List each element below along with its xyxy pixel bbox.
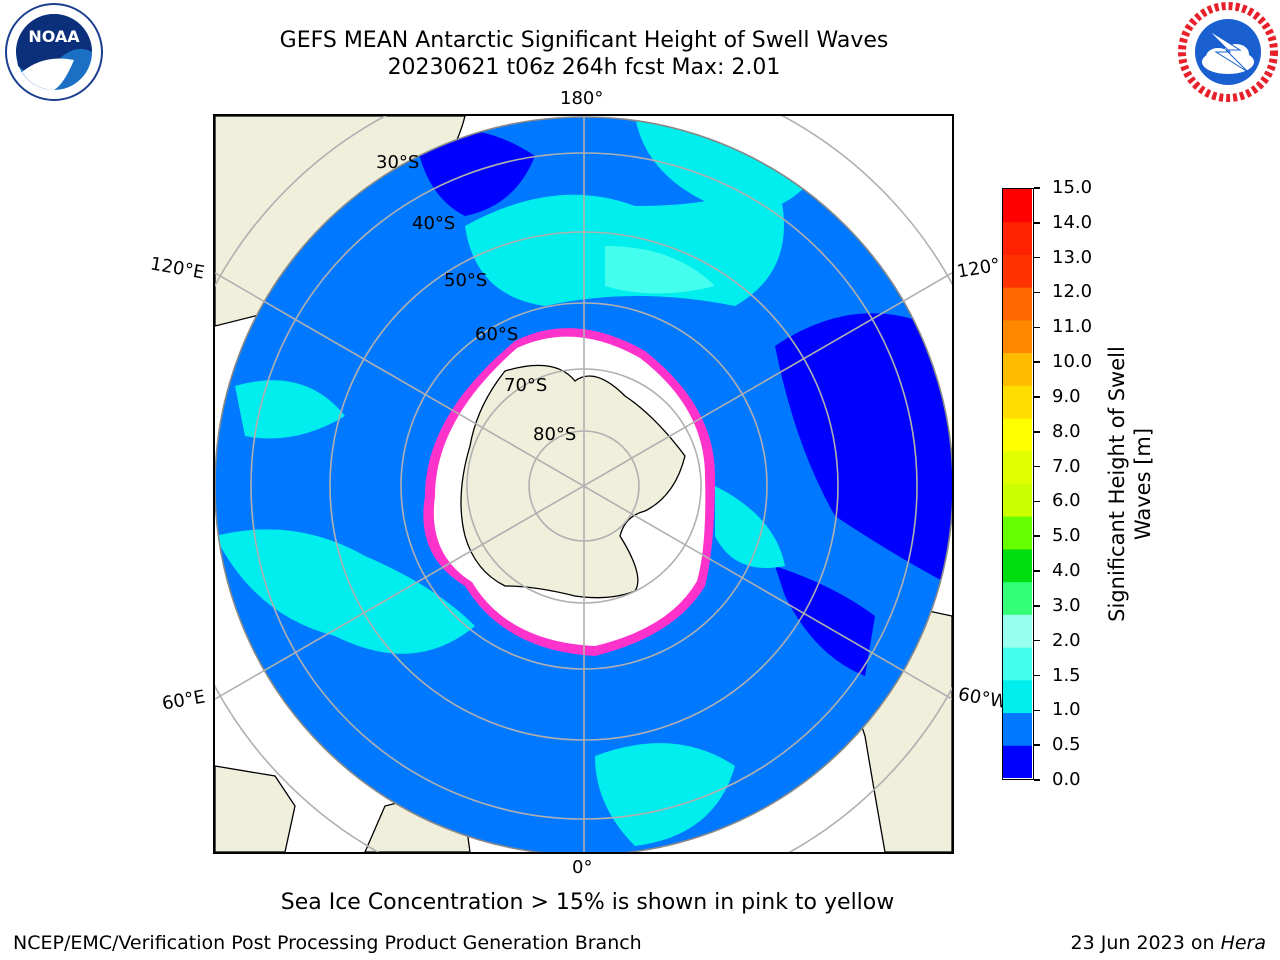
swell-mid-4 [595,743,735,846]
colorbar-tick-label: 1.5 [1052,664,1081,686]
colorbar-tick-label: 13.0 [1052,246,1093,268]
colorbar-tick-mark [1034,744,1040,746]
colorbar-band [1003,614,1032,648]
swell-mid-6 [715,486,785,568]
colorbar-tick-mark [1034,431,1040,433]
lon-label-0: 0° [572,857,593,878]
colorbar-band [1003,679,1032,714]
colorbar-band [1003,745,1032,779]
noaa-logo-icon: NOAA [4,2,104,102]
colorbar-tick-mark [1034,326,1040,329]
colorbar-tick-label: 0.5 [1052,734,1081,756]
swell-high-1 [605,246,715,294]
swell-low-3 [775,566,875,676]
colorbar-band [1003,581,1032,615]
colorbar-tick-label: 11.0 [1052,316,1093,338]
colorbar-tick-mark [1034,674,1040,677]
colorbar-tick-mark [1034,535,1040,537]
colorbar-band [1003,450,1032,484]
footer-host: Hera [1220,932,1266,954]
colorbar-tick-label: 8.0 [1052,420,1081,442]
colorbar-tick-label: 14.0 [1052,211,1093,233]
colorbar-band [1003,287,1032,321]
colorbar-tick-mark [1034,396,1040,398]
colorbar-band [1003,221,1032,255]
colorbar-tick-label: 2.0 [1052,629,1081,651]
nws-logo-icon [1178,2,1278,102]
colorbar-tick-mark [1034,639,1040,642]
colorbar-tick-mark [1034,500,1040,503]
lon-label-180: 180° [560,88,604,109]
colorbar-tick-label: 12.0 [1052,281,1093,303]
lon-label-120w: 120° [955,254,1002,283]
swell-mid-5 [235,380,345,439]
land-africa [215,765,296,852]
colorbar-band [1003,647,1032,681]
lat-label-50s: 50°S [444,270,488,291]
colorbar-tick-label: 15.0 [1052,177,1093,198]
map-svg [215,116,952,852]
swell-mid-2 [635,117,815,212]
graticule [215,116,952,852]
colorbar-ticks: 15.0 14.0 13.0 12.0 11.0 10.0 9.0 8.0 7.0 6.0 5.0 4… [1034,177,1104,790]
colorbar-tick-mark [1034,222,1040,224]
colorbar-tick-label: 1.0 [1052,699,1081,721]
colorbar-band [1003,418,1032,452]
colorbar-tick-mark [1034,291,1040,294]
colorbar-tick-label: 4.0 [1052,560,1081,582]
colorbar-tick-label: 0.0 [1052,769,1081,790]
footer-right: 23 Jun 2023 on Hera [1071,932,1266,954]
colorbar-tick-label: 6.0 [1052,490,1081,512]
colorbar-band [1003,548,1032,583]
lon-label-60e: 60°E [160,686,207,715]
footer-date: 23 Jun 2023 on [1070,932,1221,954]
footer-left: NCEP/EMC/Verification Post Processing Pr… [13,932,642,954]
lon-label-120e: 120°E [148,253,207,284]
colorbar-band [1003,352,1032,386]
colorbar-band [1003,516,1032,550]
colorbar-tick-label: 3.0 [1052,594,1081,616]
colorbar-band [1003,189,1032,223]
noaa-logo-text: NOAA [28,27,80,46]
colorbar-band [1003,712,1032,746]
chart-subtitle: 20230621 t06z 264h fcst Max: 2.01 [387,55,781,80]
polar-map [213,114,954,854]
colorbar-tick-label: 7.0 [1052,455,1081,477]
colorbar-tick-label: 9.0 [1052,385,1081,407]
colorbar-tick-label: 5.0 [1052,525,1081,547]
colorbar-tick-mark [1034,465,1040,468]
swell-low-2 [415,129,535,216]
colorbar-tick-mark [1034,361,1040,363]
colorbar-tick-mark [1034,187,1040,189]
lat-label-80s: 80°S [533,424,577,445]
swell-low-1 [775,313,952,586]
lat-label-70s: 70°S [504,375,548,396]
land-antarctica [460,364,686,599]
colorbar-tick-mark [1034,605,1040,607]
colorbar [1002,188,1034,780]
sea-ice-caption: Sea Ice Concentration > 15% is shown in … [280,890,895,915]
colorbar-tick-mark [1034,779,1040,781]
colorbar-svg [1003,189,1032,779]
colorbar-tick-label: 10.0 [1052,351,1093,373]
colorbar-band [1003,319,1032,354]
colorbar-tick-mark [1034,570,1040,572]
colorbar-tick-mark [1034,256,1040,259]
colorbar-band [1003,483,1032,517]
lat-label-40s: 40°S [412,213,456,234]
colorbar-tick-mark [1034,709,1040,712]
lat-label-30s: 30°S [376,152,420,173]
swell-mid-1 [465,176,784,306]
colorbar-band [1003,254,1032,288]
colorbar-band [1003,385,1032,419]
lat-label-60s: 60°S [475,324,519,345]
swell-mid-3 [215,529,475,654]
chart-title: GEFS MEAN Antarctic Significant Height o… [279,28,889,53]
